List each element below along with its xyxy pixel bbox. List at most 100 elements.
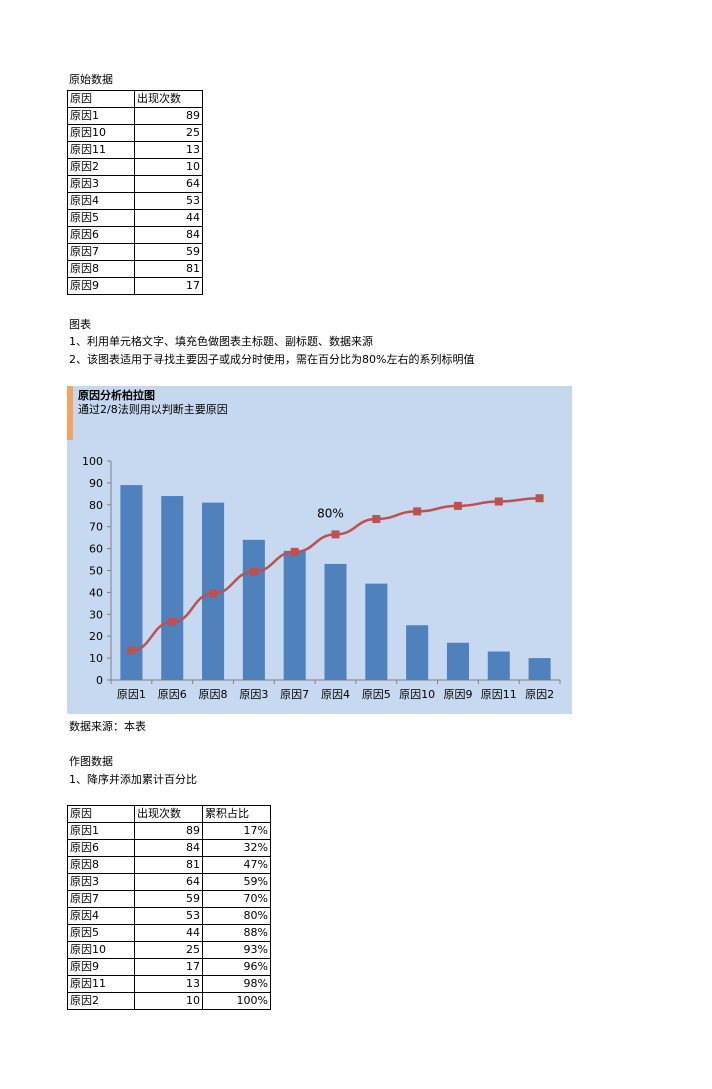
- line-point: [372, 515, 381, 524]
- sorted-table-row: 原因7 59 70%: [67, 890, 271, 908]
- x-tick-label: 原因1: [117, 688, 146, 701]
- sorted-table-cell: 出现次数: [134, 805, 203, 823]
- sorted-table-row: 原因4 53 80%: [67, 907, 271, 925]
- x-tick-label: 原因2: [525, 688, 554, 701]
- sorted-table-cell: 17: [134, 958, 203, 976]
- line-point: [290, 547, 299, 556]
- line-point: [453, 501, 462, 510]
- section-title-plot-data: 作图数据: [69, 755, 113, 768]
- section-title-raw-data: 原始数据: [69, 73, 113, 86]
- sorted-table-cell: 88%: [202, 924, 271, 942]
- raw-table-cell: 89: [134, 107, 203, 125]
- sorted-table-cell: 原因8: [67, 856, 135, 874]
- sorted-table-row: 原因8 81 47%: [67, 856, 271, 874]
- sorted-table-cell: 原因: [67, 805, 135, 823]
- line-point: [331, 530, 340, 539]
- raw-table-cell: 44: [134, 209, 203, 227]
- sorted-table-cell: 原因1: [67, 822, 135, 840]
- raw-table-cell: 59: [134, 243, 203, 261]
- raw-table-row: 原因11 13: [67, 141, 203, 159]
- sorted-table-cell: 81: [134, 856, 203, 874]
- raw-table-cell: 原因7: [67, 243, 135, 261]
- sorted-table-cell: 32%: [202, 839, 271, 857]
- raw-table-cell: 64: [134, 175, 203, 193]
- bar: [283, 550, 306, 680]
- sorted-table-row: 原因10 25 93%: [67, 941, 271, 959]
- sorted-table-cell: 64: [134, 873, 203, 891]
- line-point: [249, 567, 258, 576]
- raw-table-cell: 原因6: [67, 226, 135, 244]
- raw-table-cell: 17: [134, 277, 203, 295]
- bar: [324, 563, 347, 680]
- raw-table-row: 原因1 89: [67, 107, 203, 125]
- x-tick-label: 原因6: [158, 688, 187, 701]
- sorted-table-cell: 原因11: [67, 975, 135, 993]
- annotation-label: 80%: [317, 506, 344, 520]
- raw-table-header-row: 原因 出现次数: [67, 90, 203, 108]
- sorted-table-row: 原因11 13 98%: [67, 975, 271, 993]
- sorted-table-cell: 70%: [202, 890, 271, 908]
- raw-table-cell: 原因11: [67, 141, 135, 159]
- section-title-chart: 图表: [69, 318, 91, 331]
- sorted-table-cell: 44: [134, 924, 203, 942]
- sorted-table-cell: 84: [134, 839, 203, 857]
- y-tick-label: 0: [96, 674, 103, 687]
- chart-title: 原因分析柏拉图: [78, 389, 155, 402]
- sorted-table-row: 原因5 44 88%: [67, 924, 271, 942]
- sorted-data-table: 原因 出现次数 累积占比 原因1 89 17% 原因6 84 32% 原因8 81 47% 原因3 64 5…: [67, 805, 271, 1010]
- raw-table-cell: 原因8: [67, 260, 135, 278]
- x-tick-label: 原因3: [239, 688, 268, 701]
- bar: [242, 539, 265, 680]
- x-tick-label: 原因4: [321, 688, 350, 701]
- sorted-table-cell: 原因7: [67, 890, 135, 908]
- raw-table-cell: 出现次数: [134, 90, 203, 108]
- line-point: [127, 646, 136, 655]
- raw-table-cell: 84: [134, 226, 203, 244]
- raw-table-cell: 原因9: [67, 277, 135, 295]
- sorted-table-row: 原因2 10 100%: [67, 992, 271, 1010]
- sorted-table-cell: 80%: [202, 907, 271, 925]
- y-tick-label: 70: [89, 521, 103, 534]
- chart-note-2: 2、该图表适用于寻找主要因子或成分时使用，需在百分比为80%左右的系列标明值: [69, 353, 475, 366]
- sorted-table-cell: 47%: [202, 856, 271, 874]
- line-point: [168, 617, 177, 626]
- sorted-table-header-row: 原因 出现次数 累积占比: [67, 805, 271, 823]
- bar: [528, 658, 551, 680]
- bar: [161, 496, 184, 680]
- sorted-table-cell: 13: [134, 975, 203, 993]
- y-tick-label: 90: [89, 477, 103, 490]
- raw-table-row: 原因2 10: [67, 158, 203, 176]
- sorted-table-cell: 累积占比: [202, 805, 271, 823]
- sorted-table-cell: 25: [134, 941, 203, 959]
- raw-table-row: 原因7 59: [67, 243, 203, 261]
- sorted-table-cell: 原因4: [67, 907, 135, 925]
- raw-table-cell: 53: [134, 192, 203, 210]
- sorted-table-row: 原因9 17 96%: [67, 958, 271, 976]
- x-tick-label: 原因7: [280, 688, 309, 701]
- y-tick-label: 80: [89, 499, 103, 512]
- raw-table-cell: 25: [134, 124, 203, 142]
- y-tick-label: 50: [89, 565, 103, 578]
- sorted-table-cell: 原因10: [67, 941, 135, 959]
- raw-data-table: 原因 出现次数 原因1 89 原因10 25 原因11 13 原因2 10 原因3 64 原因4 53 原因…: [67, 90, 203, 295]
- y-tick-label: 10: [89, 652, 103, 665]
- raw-table-cell: 原因5: [67, 209, 135, 227]
- sorted-table-row: 原因1 89 17%: [67, 822, 271, 840]
- y-tick-label: 100: [82, 455, 103, 468]
- sorted-table-cell: 10: [134, 992, 203, 1010]
- bar: [365, 583, 388, 680]
- chart-plot: 0 10 20 30 40 50 60 70 80 90 100 原因1 原因6 原因8 原因3 原因7 原因4…: [82, 455, 561, 701]
- x-tick-label: 原因5: [362, 688, 391, 701]
- line-point: [494, 497, 503, 506]
- sorted-table-cell: 53: [134, 907, 203, 925]
- raw-table-cell: 原因: [67, 90, 135, 108]
- sorted-table-row: 原因3 64 59%: [67, 873, 271, 891]
- raw-table-cell: 原因4: [67, 192, 135, 210]
- chart-header: 原因分析柏拉图 通过2/8法则用以判断主要原因: [67, 386, 572, 440]
- chart-subtitle: 通过2/8法则用以判断主要原因: [78, 403, 228, 416]
- raw-table-row: 原因5 44: [67, 209, 203, 227]
- data-source-note: 数据来源：本表: [69, 720, 146, 733]
- sorted-table-cell: 原因3: [67, 873, 135, 891]
- sorted-table-cell: 98%: [202, 975, 271, 993]
- chart-accent-bar: [67, 386, 73, 440]
